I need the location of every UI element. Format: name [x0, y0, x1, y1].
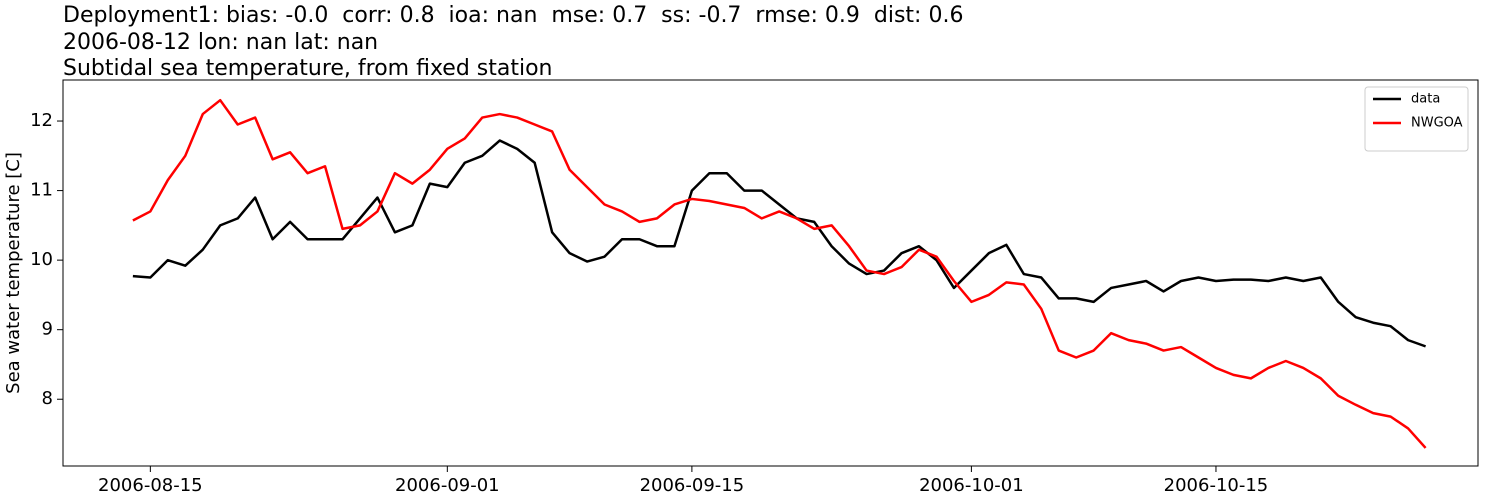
x-tick-label: 2006-08-15: [98, 475, 203, 496]
legend-label: NWGOA: [1411, 116, 1463, 131]
chart-title: Deployment1: bias: -0.0 corr: 0.8 ioa: n…: [63, 3, 963, 28]
x-tick-label: 2006-09-15: [640, 475, 745, 496]
data-line: [132, 139, 1427, 348]
y-tick-label: 10: [30, 249, 53, 270]
legend: data NWGOA: [1364, 86, 1469, 152]
y-tick-label: 8: [42, 388, 53, 409]
legend-label: data: [1411, 92, 1440, 107]
legend-box: [1364, 86, 1469, 152]
plot-frame: [62, 79, 1479, 467]
y-tick-label: 9: [42, 319, 53, 340]
chart-title: 2006-08-12 lon: nan lat: nan: [63, 30, 378, 55]
y-tick-label: 11: [30, 180, 53, 201]
data-line: [132, 98, 1427, 449]
chart-title: Subtidal sea temperature, from fixed sta…: [63, 56, 553, 81]
x-tick-label: 2006-10-01: [919, 475, 1024, 496]
y-axis-label: Sea water temperature [C]: [3, 152, 24, 394]
x-tick-label: 2006-09-01: [395, 475, 500, 496]
y-tick-label: 12: [30, 110, 53, 131]
x-tick-label: 2006-10-15: [1164, 475, 1269, 496]
